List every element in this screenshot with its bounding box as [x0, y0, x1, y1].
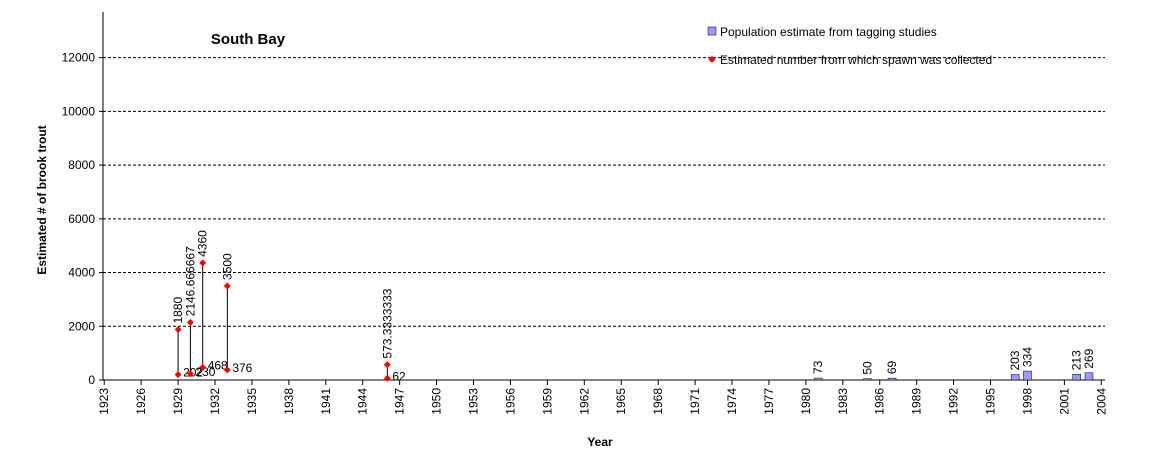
x-tick-label: 1953: [467, 388, 481, 415]
x-tick-label: 1959: [540, 388, 554, 415]
x-tick-label: 1938: [282, 388, 296, 415]
point: [186, 370, 194, 378]
x-tick-label: 1944: [356, 388, 370, 415]
x-tick-label: 1995: [984, 388, 998, 415]
x-tick-label: 1950: [430, 388, 444, 415]
value-label: 269: [1082, 348, 1096, 368]
x-tick-label: 1971: [688, 388, 702, 415]
x-tick-label: 1980: [799, 388, 813, 415]
x-axis-label: Year: [587, 435, 613, 449]
legend-swatch: [708, 56, 716, 63]
value-label: 334: [1020, 347, 1034, 367]
y-tick-label: 10000: [62, 104, 96, 118]
x-tick-label: 1977: [762, 388, 776, 415]
x-tick-label: 1941: [319, 388, 333, 415]
value-label: 2146.666667: [183, 246, 197, 316]
y-axis-label: Estimated # of brook trout: [35, 125, 49, 274]
legend-label: Estimated number from which spawn was co…: [720, 53, 992, 67]
y-tick-label: 2000: [68, 319, 95, 333]
point: [223, 366, 231, 374]
value-label: 3500: [220, 253, 234, 280]
bar: [1072, 374, 1081, 381]
value-label: 468: [208, 358, 228, 372]
x-tick-label: 1974: [725, 388, 739, 415]
value-label: 4360: [196, 230, 210, 257]
bar: [887, 377, 897, 381]
x-tick-label: 1962: [577, 388, 591, 415]
value-label: 213: [1070, 350, 1084, 370]
value-label: 73: [811, 360, 825, 374]
value-label: 62: [392, 369, 406, 383]
x-tick-label: 1947: [393, 388, 407, 415]
x-tick-label: 1989: [910, 388, 924, 415]
x-tick-label: 1929: [171, 388, 185, 415]
value-label: 1880: [171, 296, 185, 323]
x-tick-label: 1932: [208, 388, 222, 415]
x-tick-label: 1926: [134, 388, 148, 415]
point: [174, 326, 182, 334]
y-tick-label: 6000: [68, 212, 95, 226]
x-tick-label: 1923: [97, 388, 111, 415]
x-tick-label: 1968: [651, 388, 665, 415]
x-tick-label: 2004: [1094, 388, 1108, 415]
x-tick-label: 1998: [1020, 388, 1034, 415]
point: [223, 282, 231, 290]
x-tick-label: 1986: [873, 388, 887, 415]
point: [174, 371, 182, 379]
y-tick-label: 8000: [68, 158, 95, 172]
point: [186, 318, 194, 326]
chart-title: South Bay: [211, 31, 286, 48]
y-tick-label: 0: [88, 373, 95, 387]
point: [199, 363, 207, 371]
bar: [1023, 370, 1032, 381]
x-tick-label: 1983: [836, 388, 850, 415]
legend-label: Population estimate from tagging studies: [720, 25, 937, 39]
y-tick-label: 4000: [68, 266, 95, 280]
value-label: 50: [860, 361, 874, 375]
point: [383, 361, 391, 369]
bar: [1084, 372, 1094, 381]
x-tick-label: 1935: [245, 388, 259, 415]
legend-swatch: [707, 26, 717, 36]
bar: [813, 377, 823, 381]
x-tick-label: 1965: [614, 388, 628, 415]
bar: [863, 378, 872, 381]
x-tick-label: 1956: [503, 388, 517, 415]
value-label: 203: [1008, 350, 1022, 370]
value-label: 202: [183, 366, 203, 380]
x-tick-label: 2001: [1057, 388, 1071, 415]
bar: [1010, 374, 1020, 381]
value-label: 573.3333333: [380, 288, 394, 358]
point: [383, 374, 391, 382]
x-tick-label: 1992: [947, 388, 961, 415]
point: [199, 259, 207, 267]
value-label: 69: [885, 360, 899, 374]
value-label: 376: [232, 361, 252, 375]
y-tick-label: 12000: [62, 51, 96, 65]
